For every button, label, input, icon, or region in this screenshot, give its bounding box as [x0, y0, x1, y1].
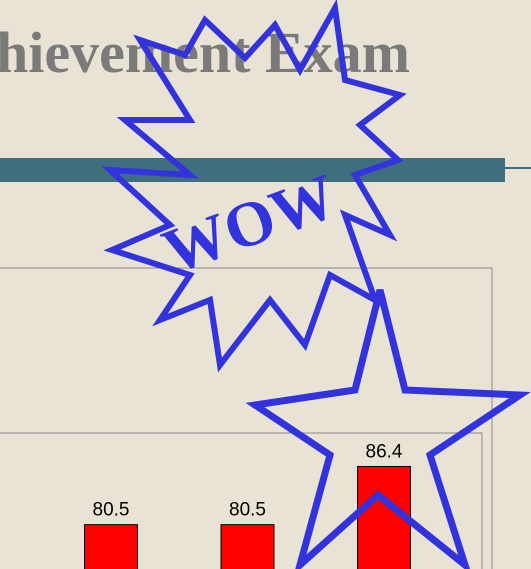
bar	[221, 525, 274, 569]
background	[0, 0, 531, 569]
title-bar	[0, 158, 505, 182]
slide-title: hievement Exam	[0, 20, 410, 85]
bar	[85, 525, 138, 569]
slide: hievement Exam 80.580.586.4 WOW	[0, 0, 531, 569]
value-label: 80.5	[229, 500, 266, 521]
value-label: 86.4	[366, 441, 403, 462]
value-label: 80.5	[93, 500, 130, 521]
